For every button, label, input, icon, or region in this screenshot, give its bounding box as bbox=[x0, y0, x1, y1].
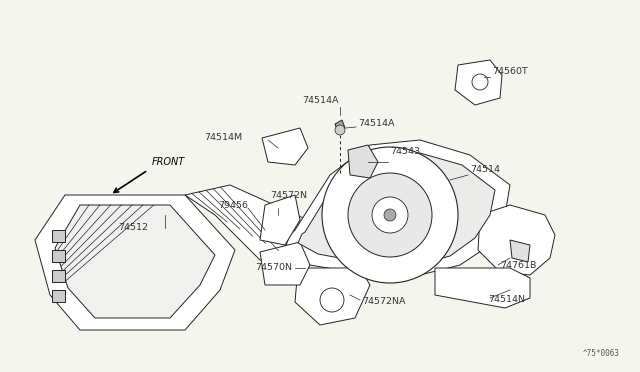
Polygon shape bbox=[478, 205, 555, 275]
Text: 74543: 74543 bbox=[390, 148, 420, 157]
Text: 74514A: 74514A bbox=[358, 119, 394, 128]
Text: 74512: 74512 bbox=[118, 224, 148, 232]
Text: 74514A: 74514A bbox=[301, 96, 339, 105]
Polygon shape bbox=[55, 205, 215, 318]
Polygon shape bbox=[435, 268, 530, 308]
Circle shape bbox=[322, 147, 458, 283]
Polygon shape bbox=[260, 242, 310, 285]
Polygon shape bbox=[260, 195, 300, 245]
Text: 74570N: 74570N bbox=[255, 263, 292, 273]
Text: 74572NA: 74572NA bbox=[362, 298, 406, 307]
Text: FRONT: FRONT bbox=[152, 157, 185, 167]
Polygon shape bbox=[335, 120, 345, 132]
Polygon shape bbox=[185, 185, 330, 260]
Polygon shape bbox=[52, 250, 65, 262]
Polygon shape bbox=[52, 290, 65, 302]
Polygon shape bbox=[52, 270, 65, 282]
Circle shape bbox=[372, 197, 408, 233]
Polygon shape bbox=[455, 60, 502, 105]
Polygon shape bbox=[298, 153, 495, 264]
Polygon shape bbox=[285, 140, 510, 275]
Polygon shape bbox=[348, 145, 378, 178]
Polygon shape bbox=[35, 195, 235, 330]
Text: ^75*0063: ^75*0063 bbox=[583, 349, 620, 358]
Circle shape bbox=[320, 288, 344, 312]
Text: 74761B: 74761B bbox=[500, 260, 536, 269]
Polygon shape bbox=[295, 268, 370, 325]
Circle shape bbox=[472, 74, 488, 90]
Circle shape bbox=[335, 125, 345, 135]
Text: 74514M: 74514M bbox=[204, 134, 242, 142]
Text: 79456: 79456 bbox=[218, 201, 248, 209]
Circle shape bbox=[348, 173, 432, 257]
Polygon shape bbox=[262, 128, 308, 165]
Circle shape bbox=[384, 209, 396, 221]
Polygon shape bbox=[510, 240, 530, 262]
Polygon shape bbox=[52, 230, 65, 242]
Text: 74514: 74514 bbox=[470, 164, 500, 173]
Text: 74572N: 74572N bbox=[270, 191, 307, 200]
Text: 74514N: 74514N bbox=[488, 295, 525, 305]
Text: 74560T: 74560T bbox=[492, 67, 528, 77]
